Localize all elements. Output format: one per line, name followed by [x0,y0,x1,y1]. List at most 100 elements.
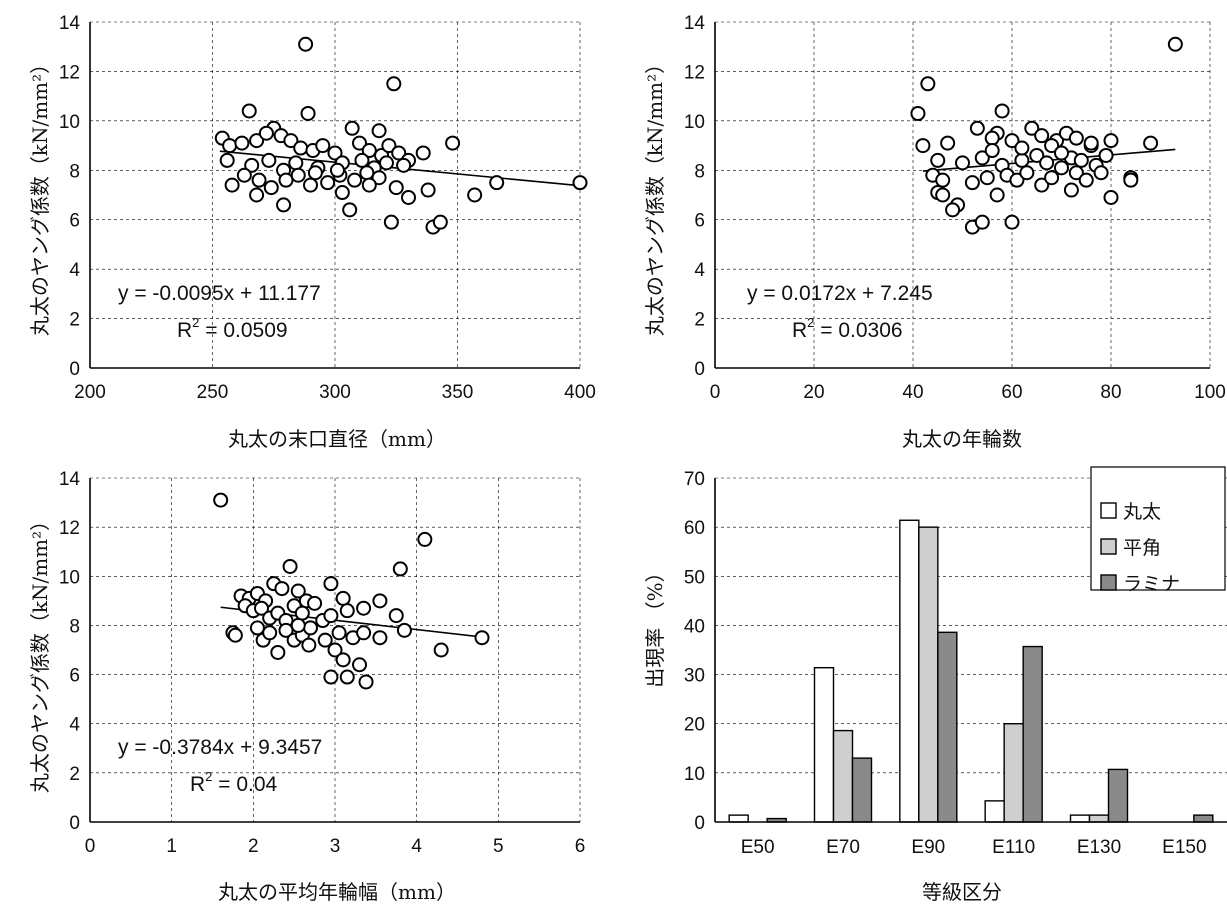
legend-swatch-log [1100,502,1117,519]
bar [1107,768,1129,823]
data-point [1014,152,1030,168]
data-point [1068,130,1084,146]
x-tick-label: 3 [330,836,341,857]
bar [937,631,958,823]
bar [813,666,835,823]
data-point [320,175,336,191]
y-tick-label: 6 [69,211,80,232]
data-point [219,152,235,168]
y-tick-label: 12 [684,62,705,83]
x-tick-label: E50 [741,837,775,858]
y-tick-label: 2 [694,310,705,331]
bar [1022,645,1043,823]
x-axis-title-ring-width: 丸太の平均年輪幅（mm） [218,880,456,904]
data-point [236,167,252,183]
data-point [1063,182,1079,198]
bar [851,757,873,823]
data-point [317,632,333,648]
data-point [278,172,294,188]
regression-equation-ring-count: y = 0.0172x + 7.245 [747,282,933,305]
x-tick-label: 2 [248,836,259,857]
data-point [344,120,360,136]
data-point [249,187,265,203]
data-point [276,197,292,213]
y-tick-label: 2 [69,764,80,785]
x-tick-label: 0 [710,382,721,403]
data-point [383,214,399,230]
data-point [1167,36,1183,52]
y-tick-label: 0 [694,359,705,380]
data-point [910,105,926,121]
y-tick-label: 14 [684,13,706,34]
y-axis-title-ring-width: 丸太のヤング係数（kN/mm²） [28,511,52,793]
data-point [391,145,407,161]
data-point [969,120,985,136]
data-point [335,590,351,606]
data-point [1034,128,1050,144]
y-tick-label: 10 [684,764,705,785]
data-point [244,157,260,173]
x-tick-label: 200 [74,382,106,403]
data-point [249,620,265,636]
data-point [1014,140,1030,156]
data-point [388,180,404,196]
legend-label-beam: 平角 [1123,537,1161,559]
data-point [392,561,408,577]
y-tick-label: 6 [69,666,80,687]
x-axis-title-diameter: 丸太の末口直径（mm） [228,427,446,451]
data-point [1004,133,1020,149]
data-point [301,637,317,653]
data-point [307,595,323,611]
data-point [372,630,388,646]
data-point [984,130,1000,146]
data-point [331,625,347,641]
bar [918,526,939,823]
bar [1003,723,1024,823]
y-tick-label: 0 [69,813,80,834]
x-tick-label: 1 [166,836,177,857]
data-point [213,492,229,508]
y-tick-label: 20 [684,715,705,736]
data-point [1039,155,1055,171]
data-point [1019,165,1035,181]
data-point [386,76,402,92]
y-axis-title-diameter: 丸太のヤング係数（kN/mm²） [28,54,52,336]
x-tick-label: E70 [826,837,860,858]
data-point [974,214,990,230]
data-point [930,152,946,168]
data-point [249,133,265,149]
data-point [339,669,355,685]
data-point [261,152,277,168]
data-point [572,175,588,191]
y-tick-label: 12 [59,62,80,83]
data-point [945,202,961,218]
y-tick-label: 70 [684,469,705,490]
data-point [300,105,316,121]
x-tick-label: 20 [803,382,824,403]
data-point [1103,189,1119,205]
data-point [974,150,990,166]
legend-box [1090,466,1226,591]
legend: 丸太 平角 ラミナ [1090,466,1226,595]
legend-swatch-beam [1100,538,1117,555]
data-point [352,135,367,151]
x-tick-label: 4 [411,836,422,857]
data-point [1024,120,1040,136]
y-tick-label: 4 [69,715,80,736]
data-point [315,138,331,154]
data-point [1009,172,1025,188]
x-tick-label: 100 [1194,382,1226,403]
x-tick-label: 250 [197,382,229,403]
data-point [262,625,278,641]
data-point [1078,172,1094,188]
data-point [433,642,449,658]
data-point [935,172,951,188]
x-tick-label: 0 [85,836,96,857]
panel-diameter: 0 2 4 6 8 10 12 14 200 250 300 350 400 y = -0.0095x … [28,13,596,451]
r-squared-ring-count: R2 = 0.0306 [792,315,903,342]
data-point [1143,135,1159,151]
data-point [378,155,394,171]
x-tick-label: 60 [1001,382,1022,403]
y-tick-label: 8 [694,161,705,182]
